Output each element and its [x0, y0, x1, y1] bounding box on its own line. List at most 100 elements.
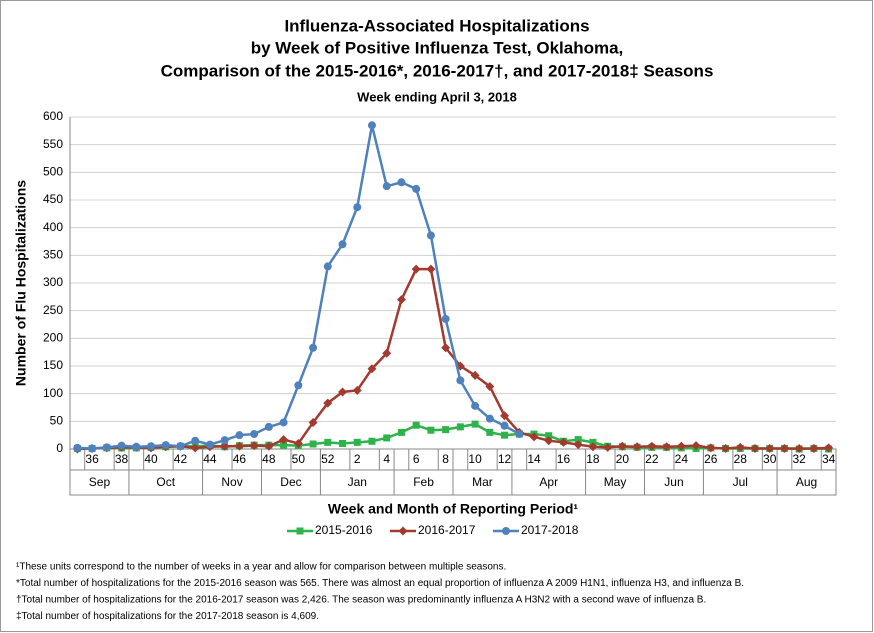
marker [324, 438, 332, 446]
marker [412, 184, 421, 193]
marker [309, 343, 318, 352]
marker [471, 420, 479, 428]
x-tick-label: 36 [85, 452, 99, 466]
footnote: *Total number of hospitalizations for th… [16, 578, 744, 589]
x-axis-label: Week and Month of Reporting Period¹ [328, 501, 579, 517]
x-tick-label: 10 [468, 452, 482, 466]
marker [426, 231, 435, 240]
marker [691, 441, 701, 451]
marker [735, 442, 745, 452]
y-tick-label: 150 [43, 358, 63, 372]
marker [338, 387, 348, 397]
marker [398, 526, 408, 536]
x-tick-label: 22 [645, 452, 659, 466]
month-label: Jun [664, 475, 683, 489]
month-label: Apr [539, 475, 558, 489]
y-tick-label: 0 [56, 441, 63, 455]
marker [426, 264, 436, 274]
x-tick-label: 12 [498, 452, 512, 466]
marker [824, 443, 834, 453]
footnote: ¹These units correspond to the number of… [16, 562, 506, 573]
x-tick-label: 42 [174, 452, 188, 466]
marker [353, 203, 362, 212]
marker [383, 434, 391, 442]
marker [502, 527, 510, 535]
x-tick-label: 52 [321, 452, 335, 466]
marker [117, 441, 126, 450]
y-tick-label: 300 [43, 275, 63, 289]
marker [441, 314, 450, 323]
marker [353, 438, 361, 446]
marker [279, 418, 288, 427]
y-tick-label: 500 [43, 165, 63, 179]
marker [662, 442, 672, 452]
marker [249, 441, 259, 451]
marker [250, 430, 259, 439]
marker [515, 430, 524, 439]
marker [486, 428, 494, 436]
x-tick-label: 30 [763, 452, 777, 466]
x-tick-label: 8 [442, 452, 449, 466]
chart-subtitle: Week ending April 3, 2018 [357, 89, 517, 104]
marker [485, 381, 495, 391]
y-tick-label: 250 [43, 303, 63, 317]
marker [647, 441, 657, 451]
x-tick-label: 16 [557, 452, 571, 466]
x-tick-label: 14 [527, 452, 541, 466]
marker [235, 431, 244, 440]
marker [676, 441, 686, 451]
marker [412, 421, 420, 429]
marker [279, 435, 289, 445]
marker [750, 443, 760, 453]
marker [382, 348, 392, 358]
chart-title: Comparison of the 2015-2016*, 2016-2017†… [161, 61, 714, 80]
month-label: Nov [221, 475, 242, 489]
marker [368, 437, 376, 445]
marker [102, 443, 111, 452]
marker [470, 370, 480, 380]
y-axis-label: Number of Flu Hospitalizations [13, 180, 29, 386]
chart-title: by Week of Positive Influenza Test, Okla… [251, 38, 624, 57]
marker [88, 444, 97, 453]
y-tick-label: 350 [43, 248, 63, 262]
marker [147, 442, 156, 451]
marker [396, 295, 406, 305]
marker [220, 436, 229, 445]
x-tick-label: 32 [792, 452, 806, 466]
marker [161, 441, 170, 450]
marker [485, 414, 494, 423]
marker [500, 421, 509, 430]
x-tick-label: 26 [704, 452, 718, 466]
x-tick-label: 50 [292, 452, 306, 466]
x-tick-label: 28 [734, 452, 748, 466]
series-line [77, 267, 829, 451]
x-tick-label: 2 [354, 452, 361, 466]
x-tick-label: 4 [383, 452, 390, 466]
y-tick-label: 550 [43, 137, 63, 151]
marker [544, 436, 554, 446]
marker [397, 178, 406, 187]
marker [500, 411, 510, 421]
marker [339, 439, 347, 447]
x-tick-label: 48 [262, 452, 276, 466]
marker [397, 428, 405, 436]
x-tick-label: 24 [675, 452, 689, 466]
marker [632, 442, 642, 452]
marker [73, 443, 82, 452]
y-tick-label: 400 [43, 220, 63, 234]
marker [220, 441, 230, 451]
marker [191, 436, 200, 445]
legend-label: 2016-2017 [418, 523, 476, 537]
month-label: Sep [89, 475, 111, 489]
x-tick-label: 34 [822, 452, 836, 466]
footnote: †Total number of hospitalizations for th… [16, 595, 706, 606]
marker [794, 443, 804, 453]
marker [603, 442, 613, 452]
marker [264, 441, 274, 451]
marker [456, 423, 464, 431]
marker [529, 432, 539, 442]
marker [293, 438, 303, 448]
marker [545, 432, 553, 440]
